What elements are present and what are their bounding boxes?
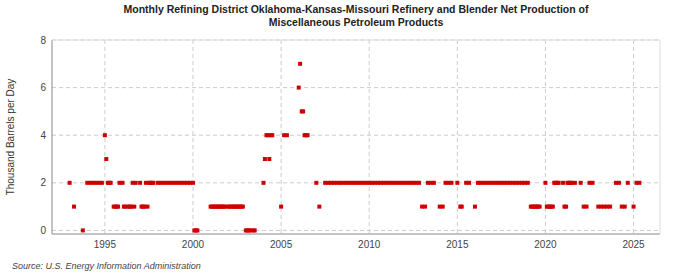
x-tick-label: 2025 (622, 239, 645, 250)
points (68, 62, 642, 233)
point (526, 181, 530, 185)
point (543, 181, 547, 185)
point (473, 205, 477, 209)
x-tick-label: 2010 (358, 239, 381, 250)
point (134, 181, 138, 185)
point (72, 205, 76, 209)
point (317, 205, 321, 209)
point (557, 181, 561, 185)
y-tick-label: 8 (40, 35, 46, 46)
grid (52, 40, 660, 234)
point (579, 181, 583, 185)
point (103, 133, 107, 137)
point (632, 205, 636, 209)
point (441, 205, 445, 209)
point (585, 205, 589, 209)
point (423, 205, 427, 209)
frame-top (52, 40, 660, 41)
point (637, 181, 641, 185)
point (151, 181, 155, 185)
y-tick-label: 2 (40, 177, 46, 188)
point (432, 181, 436, 185)
point (455, 181, 459, 185)
point (109, 181, 113, 185)
point (417, 181, 421, 185)
point (100, 181, 104, 185)
grid-line-y (52, 135, 660, 136)
point (591, 181, 595, 185)
grid-line-y (52, 230, 660, 231)
x-tick-label: 2005 (270, 239, 293, 250)
x-tick-label: 2015 (446, 239, 469, 250)
frame-right (660, 40, 661, 234)
point (617, 181, 621, 185)
title: Monthly Refining District Oklahoma-Kansa… (124, 3, 589, 28)
point (138, 181, 142, 185)
point (301, 109, 305, 113)
point (68, 181, 72, 185)
grid-line-y (52, 40, 660, 41)
point (146, 205, 150, 209)
grid-line-x (457, 40, 458, 234)
point (298, 62, 302, 66)
point (623, 205, 627, 209)
y-axis-label: Thousand Barrels per Day (5, 79, 16, 196)
x-tick-label: 2020 (534, 239, 557, 250)
point (263, 157, 267, 161)
point (551, 205, 555, 209)
point (314, 181, 318, 185)
point (467, 181, 471, 185)
point (285, 133, 289, 137)
y-axis-line (52, 40, 53, 234)
title-line: Miscellaneous Petroleum Products (269, 16, 444, 28)
point (306, 133, 310, 137)
point (279, 205, 283, 209)
point (191, 181, 195, 185)
x-axis-line (52, 234, 660, 235)
point (450, 181, 454, 185)
point (132, 205, 136, 209)
y-tick-label: 0 (40, 225, 46, 236)
point (120, 181, 124, 185)
point (564, 205, 568, 209)
point (561, 181, 565, 185)
point (297, 86, 301, 90)
point (261, 181, 265, 185)
point (608, 205, 612, 209)
point (241, 205, 245, 209)
point (253, 228, 257, 232)
point (267, 157, 271, 161)
x-tick-label: 2000 (182, 239, 205, 250)
source: Source: U.S. Energy Information Administ… (12, 261, 201, 271)
point (104, 157, 108, 161)
point (626, 181, 630, 185)
point (573, 181, 577, 185)
point (116, 205, 120, 209)
point (460, 205, 464, 209)
title-line: Monthly Refining District Oklahoma-Kansa… (124, 3, 589, 15)
y-tick-label: 6 (40, 82, 46, 93)
point (538, 205, 542, 209)
point (270, 133, 274, 137)
grid-line-y (52, 87, 660, 88)
grid-line-x (369, 40, 370, 234)
x-tick-label: 1995 (94, 239, 117, 250)
chart: Monthly Refining District Oklahoma-Kansa… (0, 0, 675, 275)
grid-line-x (192, 40, 193, 234)
point (81, 228, 85, 232)
point (195, 228, 199, 232)
y-tick-label: 4 (40, 130, 46, 141)
